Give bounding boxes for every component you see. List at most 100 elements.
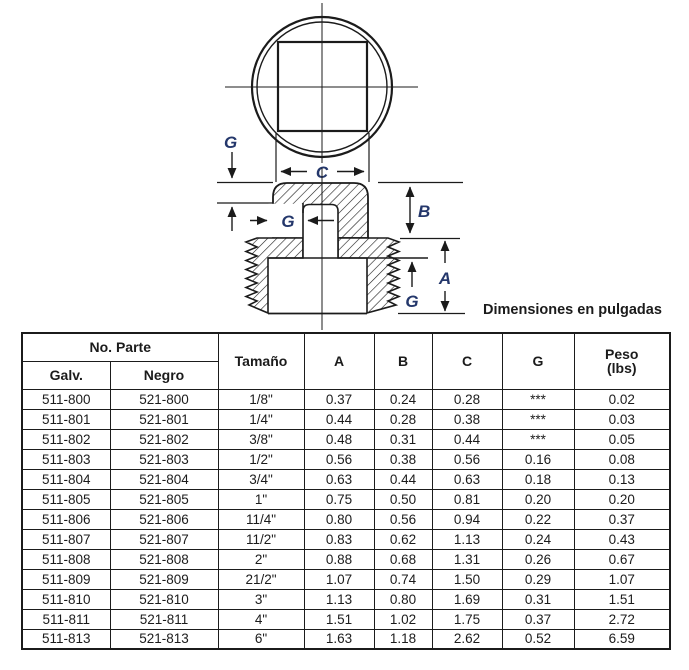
table-cell: 0.38 <box>431 408 503 430</box>
table-cell: 0.28 <box>431 388 503 410</box>
head-inner-circle <box>256 21 388 153</box>
table-cell: 1/8" <box>217 388 305 410</box>
table-cell: 511-800 <box>21 388 111 410</box>
table-cell: 0.56 <box>431 448 503 470</box>
table-header: No. Parte Tamaño A B C G Peso (lbs) Galv… <box>21 332 671 390</box>
head-outer-circle <box>250 15 394 159</box>
table-cell: 511-810 <box>21 588 111 610</box>
table-cell: 0.50 <box>373 488 433 510</box>
table-cell: 0.43 <box>573 528 671 550</box>
table-cell: 4" <box>217 608 305 630</box>
table-cell: 0.08 <box>573 448 671 470</box>
table-cell: 3/8" <box>217 428 305 450</box>
table-cell: 521-810 <box>109 588 219 610</box>
thread-wall-right <box>337 237 402 315</box>
table-cell: 0.80 <box>303 508 375 530</box>
table-cell: 0.31 <box>501 588 575 610</box>
table-cell: 1.51 <box>573 588 671 610</box>
table-cell: 0.48 <box>303 428 375 450</box>
table-cell: 0.56 <box>373 508 433 530</box>
table-cell: 521-809 <box>109 568 219 590</box>
header-galv: Galv. <box>21 360 111 390</box>
table-cell: 0.13 <box>573 468 671 490</box>
table-cell: *** <box>501 408 575 430</box>
dim-label-g-mid: G <box>281 212 294 231</box>
dim-label-g-bottom: G <box>405 292 418 311</box>
table-cell: 511-813 <box>21 628 111 650</box>
table-cell: 0.22 <box>501 508 575 530</box>
dimension-c <box>275 133 370 182</box>
table-cell: 0.37 <box>573 508 671 530</box>
table-cell: 0.67 <box>573 548 671 570</box>
table-cell: 0.16 <box>501 448 575 470</box>
table-row: 511-807 521-807 11/2" 0.83 0.62 1.13 0.24 0.43 <box>21 528 671 550</box>
table-cell: 0.68 <box>373 548 433 570</box>
table-cell: 0.75 <box>303 488 375 510</box>
spec-table-container: No. Parte Tamaño A B C G Peso (lbs) Galv… <box>21 332 671 650</box>
table-row: 511-801 521-801 1/4" 0.44 0.28 0.38 *** 0.03 <box>21 408 671 430</box>
table-cell: 521-803 <box>109 448 219 470</box>
table-cell: 0.63 <box>431 468 503 490</box>
table-cell: 511-811 <box>21 608 111 630</box>
table-row: 511-813 521-813 6" 1.63 1.18 2.62 0.52 6.59 <box>21 628 671 650</box>
table-cell: 0.31 <box>373 428 433 450</box>
table-cell: 521-800 <box>109 388 219 410</box>
header-no-parte: No. Parte <box>21 332 219 362</box>
table-cell: 1.02 <box>373 608 433 630</box>
table-cell: 521-805 <box>109 488 219 510</box>
table-cell: 0.20 <box>573 488 671 510</box>
table-cell: 0.37 <box>303 388 375 410</box>
table-cell: 0.20 <box>501 488 575 510</box>
header-b: B <box>373 332 433 390</box>
dim-label-g-top: G <box>224 133 237 152</box>
table-cell: 521-808 <box>109 548 219 570</box>
table-cell: 0.05 <box>573 428 671 450</box>
table-cell: 2.72 <box>573 608 671 630</box>
technical-drawing: C G <box>0 0 689 332</box>
table-cell: 1.07 <box>303 568 375 590</box>
section-view <box>243 168 428 330</box>
header-peso: Peso (lbs) <box>573 332 671 390</box>
table-cell: 1.63 <box>303 628 375 650</box>
table-cell: 1.07 <box>573 568 671 590</box>
table-cell: 0.38 <box>373 448 433 470</box>
table-cell: 2" <box>217 548 305 570</box>
plug-drawing-svg: C G <box>217 3 662 330</box>
table-cell: 0.24 <box>373 388 433 410</box>
table-cell: 2.62 <box>431 628 503 650</box>
table-body: 511-800 521-800 1/8" 0.37 0.24 0.28 *** 0.02 511… <box>21 388 671 650</box>
table-cell: 0.81 <box>431 488 503 510</box>
drawing-caption: Dimensiones en pulgadas <box>483 302 662 318</box>
table-cell: 521-811 <box>109 608 219 630</box>
table-cell: 0.44 <box>373 468 433 490</box>
table-row: 511-803 521-803 1/2" 0.56 0.38 0.56 0.16 0.08 <box>21 448 671 470</box>
table-cell: 1.18 <box>373 628 433 650</box>
table-cell: 6" <box>217 628 305 650</box>
table-cell: 521-802 <box>109 428 219 450</box>
table-cell: 1.69 <box>431 588 503 610</box>
header-c: C <box>431 332 503 390</box>
table-cell: 0.44 <box>431 428 503 450</box>
table-cell: 511-806 <box>21 508 111 530</box>
table-cell: 0.62 <box>373 528 433 550</box>
table-cell: 511-809 <box>21 568 111 590</box>
head-notch <box>268 203 303 238</box>
table-cell: 511-808 <box>21 548 111 570</box>
dimensions-table: No. Parte Tamaño A B C G Peso (lbs) Galv… <box>21 332 671 650</box>
table-cell: 511-805 <box>21 488 111 510</box>
table-row: 511-810 521-810 3" 1.13 0.80 1.69 0.31 1.51 <box>21 588 671 610</box>
table-cell: 511-803 <box>21 448 111 470</box>
table-cell: 1.13 <box>431 528 503 550</box>
table-cell: 521-813 <box>109 628 219 650</box>
table-cell: 0.03 <box>573 408 671 430</box>
table-row: 511-802 521-802 3/8" 0.48 0.31 0.44 *** 0.05 <box>21 428 671 450</box>
header-a: A <box>303 332 375 390</box>
table-cell: 1.50 <box>431 568 503 590</box>
table-row: 511-804 521-804 3/4" 0.63 0.44 0.63 0.18 0.13 <box>21 468 671 490</box>
table-cell: 511-804 <box>21 468 111 490</box>
table-cell: 521-804 <box>109 468 219 490</box>
table-cell: 0.02 <box>573 388 671 410</box>
table-cell: 0.56 <box>303 448 375 470</box>
dim-label-a: A <box>438 269 451 288</box>
table-cell: 0.37 <box>501 608 575 630</box>
